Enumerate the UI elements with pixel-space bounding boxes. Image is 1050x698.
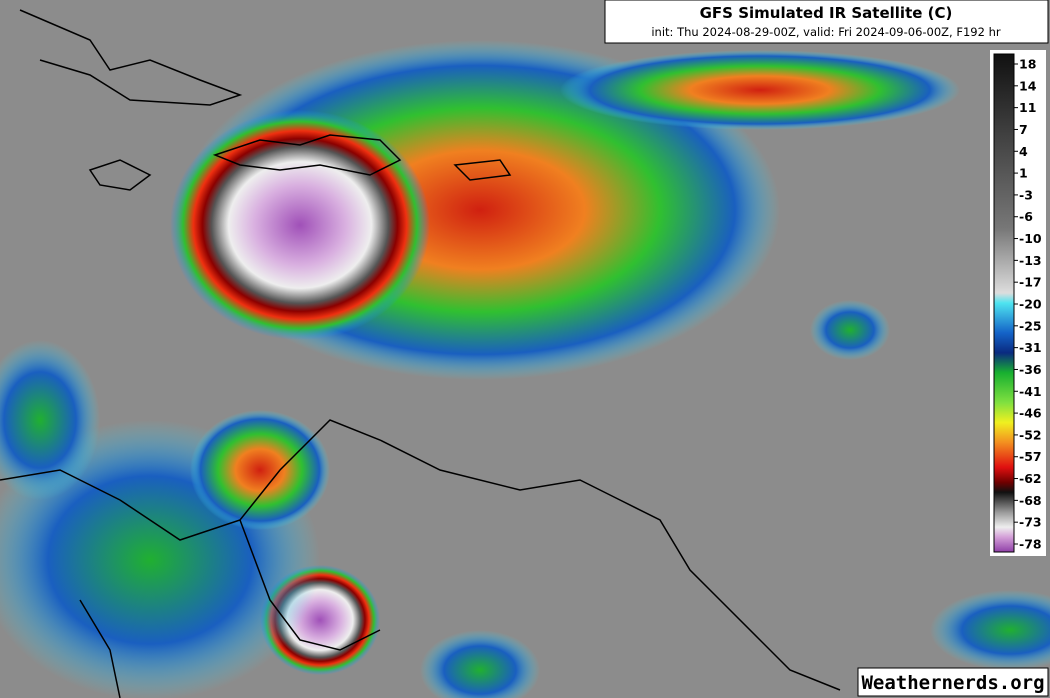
colorbar-label: -68 xyxy=(1019,493,1042,508)
colorbar-label: -10 xyxy=(1019,231,1042,246)
colorbar-label: -41 xyxy=(1019,384,1042,399)
colorbar-label: 18 xyxy=(1019,57,1036,72)
colorbar-label: -20 xyxy=(1019,297,1042,312)
colorbar-label: 14 xyxy=(1019,78,1037,93)
colorbar-label: -78 xyxy=(1019,537,1042,552)
colorbar-label: -46 xyxy=(1019,406,1042,421)
colorbar-label: 7 xyxy=(1019,122,1028,137)
cloud-field xyxy=(0,40,1050,698)
colorbar-label: -57 xyxy=(1019,449,1042,464)
colorbar-label: -52 xyxy=(1019,427,1042,442)
colorbar-label: -25 xyxy=(1019,318,1042,333)
colorbar-label: -31 xyxy=(1019,340,1042,355)
subtitle: init: Thu 2024-08-29-00Z, valid: Fri 202… xyxy=(651,25,1001,39)
colorbar-label: -73 xyxy=(1019,515,1042,530)
colorbar-ticks: 18 14 11 7 4 1 -3 -6 -10 -13 -17 -20 -25 -31 -36 -41 -46… xyxy=(1014,57,1042,552)
coastlines xyxy=(0,9,841,698)
colorbar-label: -62 xyxy=(1019,471,1042,486)
colorbar-label: 1 xyxy=(1019,166,1028,181)
colorbar-label: -36 xyxy=(1019,362,1042,377)
colorbar-label: -3 xyxy=(1019,187,1033,202)
colorbar-label: -6 xyxy=(1019,209,1033,224)
colorbar-label: 4 xyxy=(1019,144,1028,159)
colorbar-label: -13 xyxy=(1019,253,1042,268)
watermark: Weathernerds.org xyxy=(861,672,1044,694)
title-box xyxy=(604,0,1049,44)
watermark-box xyxy=(857,667,1049,697)
colorbar-label: 11 xyxy=(1019,100,1036,115)
title: GFS Simulated IR Satellite (C) xyxy=(700,4,953,22)
colorbar xyxy=(993,53,1015,553)
colorbar-label: -17 xyxy=(1019,275,1042,290)
